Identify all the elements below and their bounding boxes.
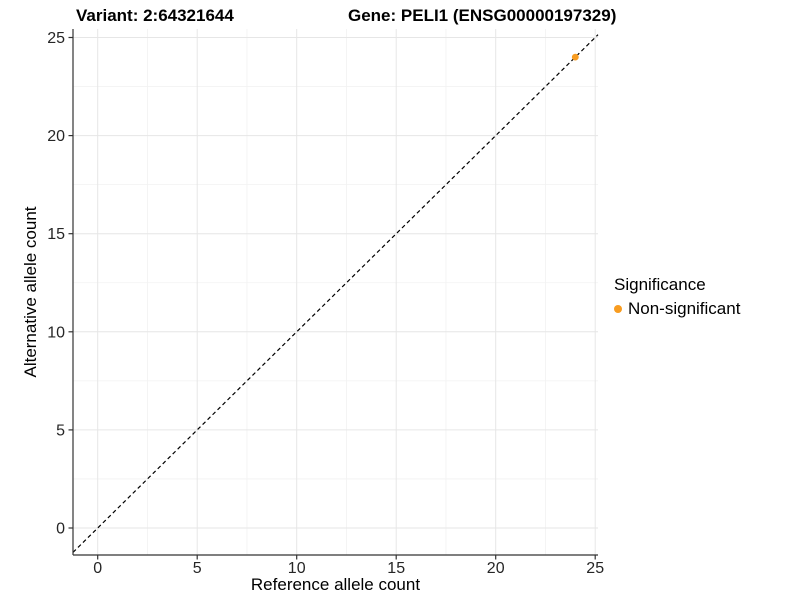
variant-title: Variant: 2:64321644 (76, 6, 234, 25)
gene-title: Gene: PELI1 (ENSG00000197329) (348, 6, 617, 25)
legend-point-icon (614, 305, 622, 313)
y-tick-label: 25 (47, 30, 65, 47)
x-tick-label: 5 (193, 560, 202, 577)
x-tick-label: 25 (586, 560, 604, 577)
y-tick-label: 15 (47, 226, 65, 243)
x-axis-title: Reference allele count (250, 575, 421, 594)
identity-reference-line (72, 34, 599, 553)
data-point (571, 53, 579, 61)
y-tick-label: 5 (56, 422, 65, 439)
legend: Significance Non-significant (614, 275, 740, 319)
x-tick-label: 20 (487, 560, 505, 577)
x-tick-label: 10 (288, 560, 306, 577)
y-axis-title: Alternative allele count (21, 206, 40, 378)
y-tick-label: 10 (47, 324, 65, 341)
x-tick-label: 15 (387, 560, 405, 577)
legend-title: Significance (614, 275, 706, 294)
y-tick-label: 0 (56, 521, 65, 538)
x-tick-label: 0 (93, 560, 102, 577)
y-tick-label: 20 (47, 128, 65, 145)
legend-item-label: Non-significant (628, 299, 741, 318)
legend-item: Non-significant (614, 299, 740, 319)
